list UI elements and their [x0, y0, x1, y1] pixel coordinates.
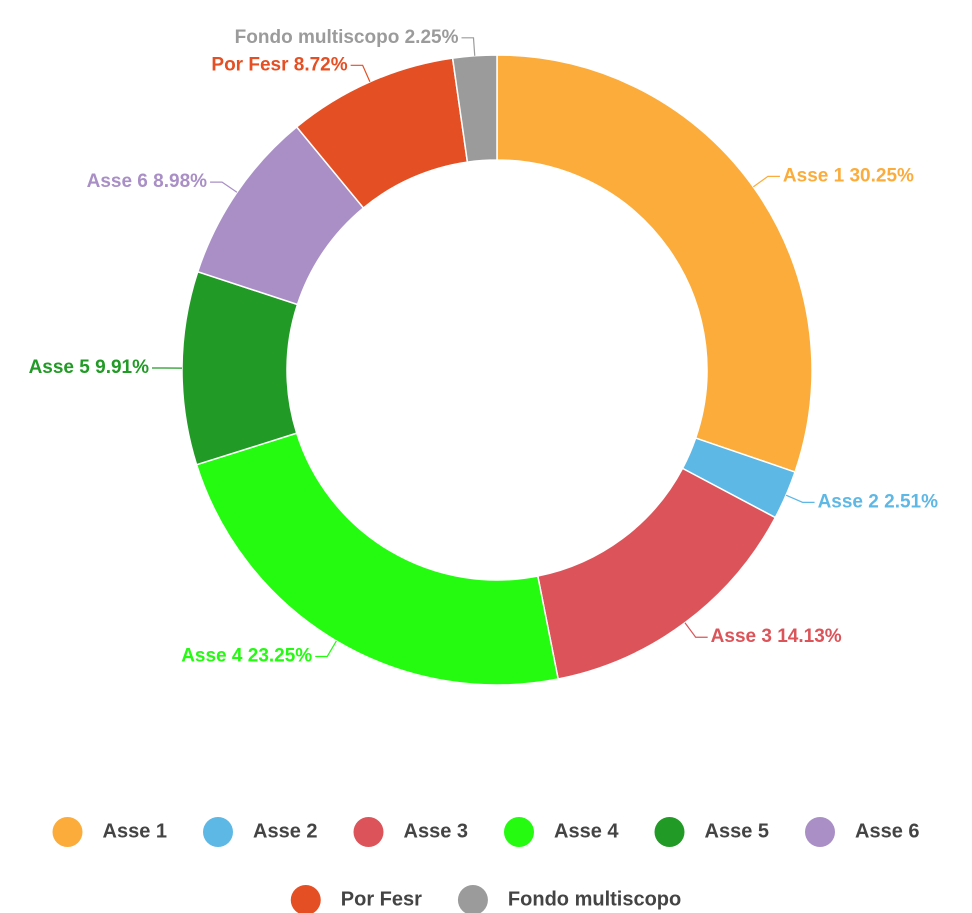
leader-line [350, 64, 371, 83]
slice [181, 270, 299, 466]
leader-line [210, 181, 238, 193]
legend-item: Asse 1 [52, 817, 168, 847]
data-label-name: Asse 6 [87, 171, 148, 192]
legend-item: Asse 4 [504, 817, 619, 847]
leader-line [684, 622, 708, 638]
legend-item: Por Fesr [290, 885, 422, 913]
slice [195, 432, 560, 686]
leader-line [785, 494, 815, 503]
data-label-value: 9.91% [95, 357, 149, 378]
data-label: Asse 6 8.98% [87, 171, 208, 192]
data-label-name: Asse 1 [783, 165, 845, 186]
data-label: Asse 1 30.25% [783, 165, 914, 186]
data-label: Asse 2 2.51% [818, 491, 939, 512]
data-label-name: Asse 4 [181, 645, 243, 666]
legend-swatch [353, 817, 384, 847]
legend-label: Asse 2 [253, 820, 318, 842]
legend-label: Fondo multiscopo [508, 888, 681, 910]
data-label: Asse 5 9.91% [29, 357, 150, 378]
legend-item: Asse 2 [203, 817, 318, 847]
legend-label: Asse 5 [705, 820, 770, 842]
leader-line [752, 175, 780, 188]
legend-swatch [805, 817, 835, 847]
legend-swatch [457, 885, 488, 913]
data-label-name: Por Fesr [211, 54, 289, 75]
leader-line [461, 37, 476, 56]
legend-label: Por Fesr [341, 888, 422, 910]
legend-item: Fondo multiscopo [457, 885, 681, 913]
data-label: Asse 4 23.25% [181, 645, 312, 666]
data-label-name: Asse 3 [711, 626, 772, 647]
legend-swatch [504, 817, 534, 847]
legend-item: Asse 3 [353, 817, 469, 847]
data-label-name: Asse 5 [29, 357, 91, 378]
data-label-value: 30.25% [849, 165, 914, 186]
leader-line [315, 640, 337, 658]
data-label-value: 8.98% [153, 171, 207, 192]
data-label-name: Fondo multiscopo [235, 27, 400, 48]
slice [496, 54, 813, 473]
data-label-value: 2.51% [884, 491, 938, 512]
legend-label: Asse 3 [404, 820, 469, 842]
data-label: Fondo multiscopo 2.25% [235, 27, 459, 48]
data-label: Por Fesr 8.72% [211, 54, 347, 75]
slice [451, 54, 498, 163]
slice [536, 467, 777, 680]
legend-label: Asse 1 [103, 820, 168, 842]
legend-item: Asse 5 [654, 817, 770, 847]
data-label-value: 2.25% [405, 27, 459, 48]
data-label-value: 8.72% [294, 54, 348, 75]
legend-label: Asse 6 [855, 820, 920, 842]
legend-swatch [654, 817, 685, 847]
data-label-value: 14.13% [777, 626, 842, 647]
data-label: Asse 3 14.13% [711, 626, 842, 647]
data-label-value: 23.25% [248, 645, 313, 666]
legend-swatch [52, 817, 83, 847]
legend-label: Asse 4 [554, 820, 619, 842]
data-label-name: Asse 2 [818, 491, 879, 512]
legend-item: Asse 6 [805, 817, 920, 847]
legend-swatch [290, 885, 321, 913]
legend-swatch [203, 817, 233, 847]
